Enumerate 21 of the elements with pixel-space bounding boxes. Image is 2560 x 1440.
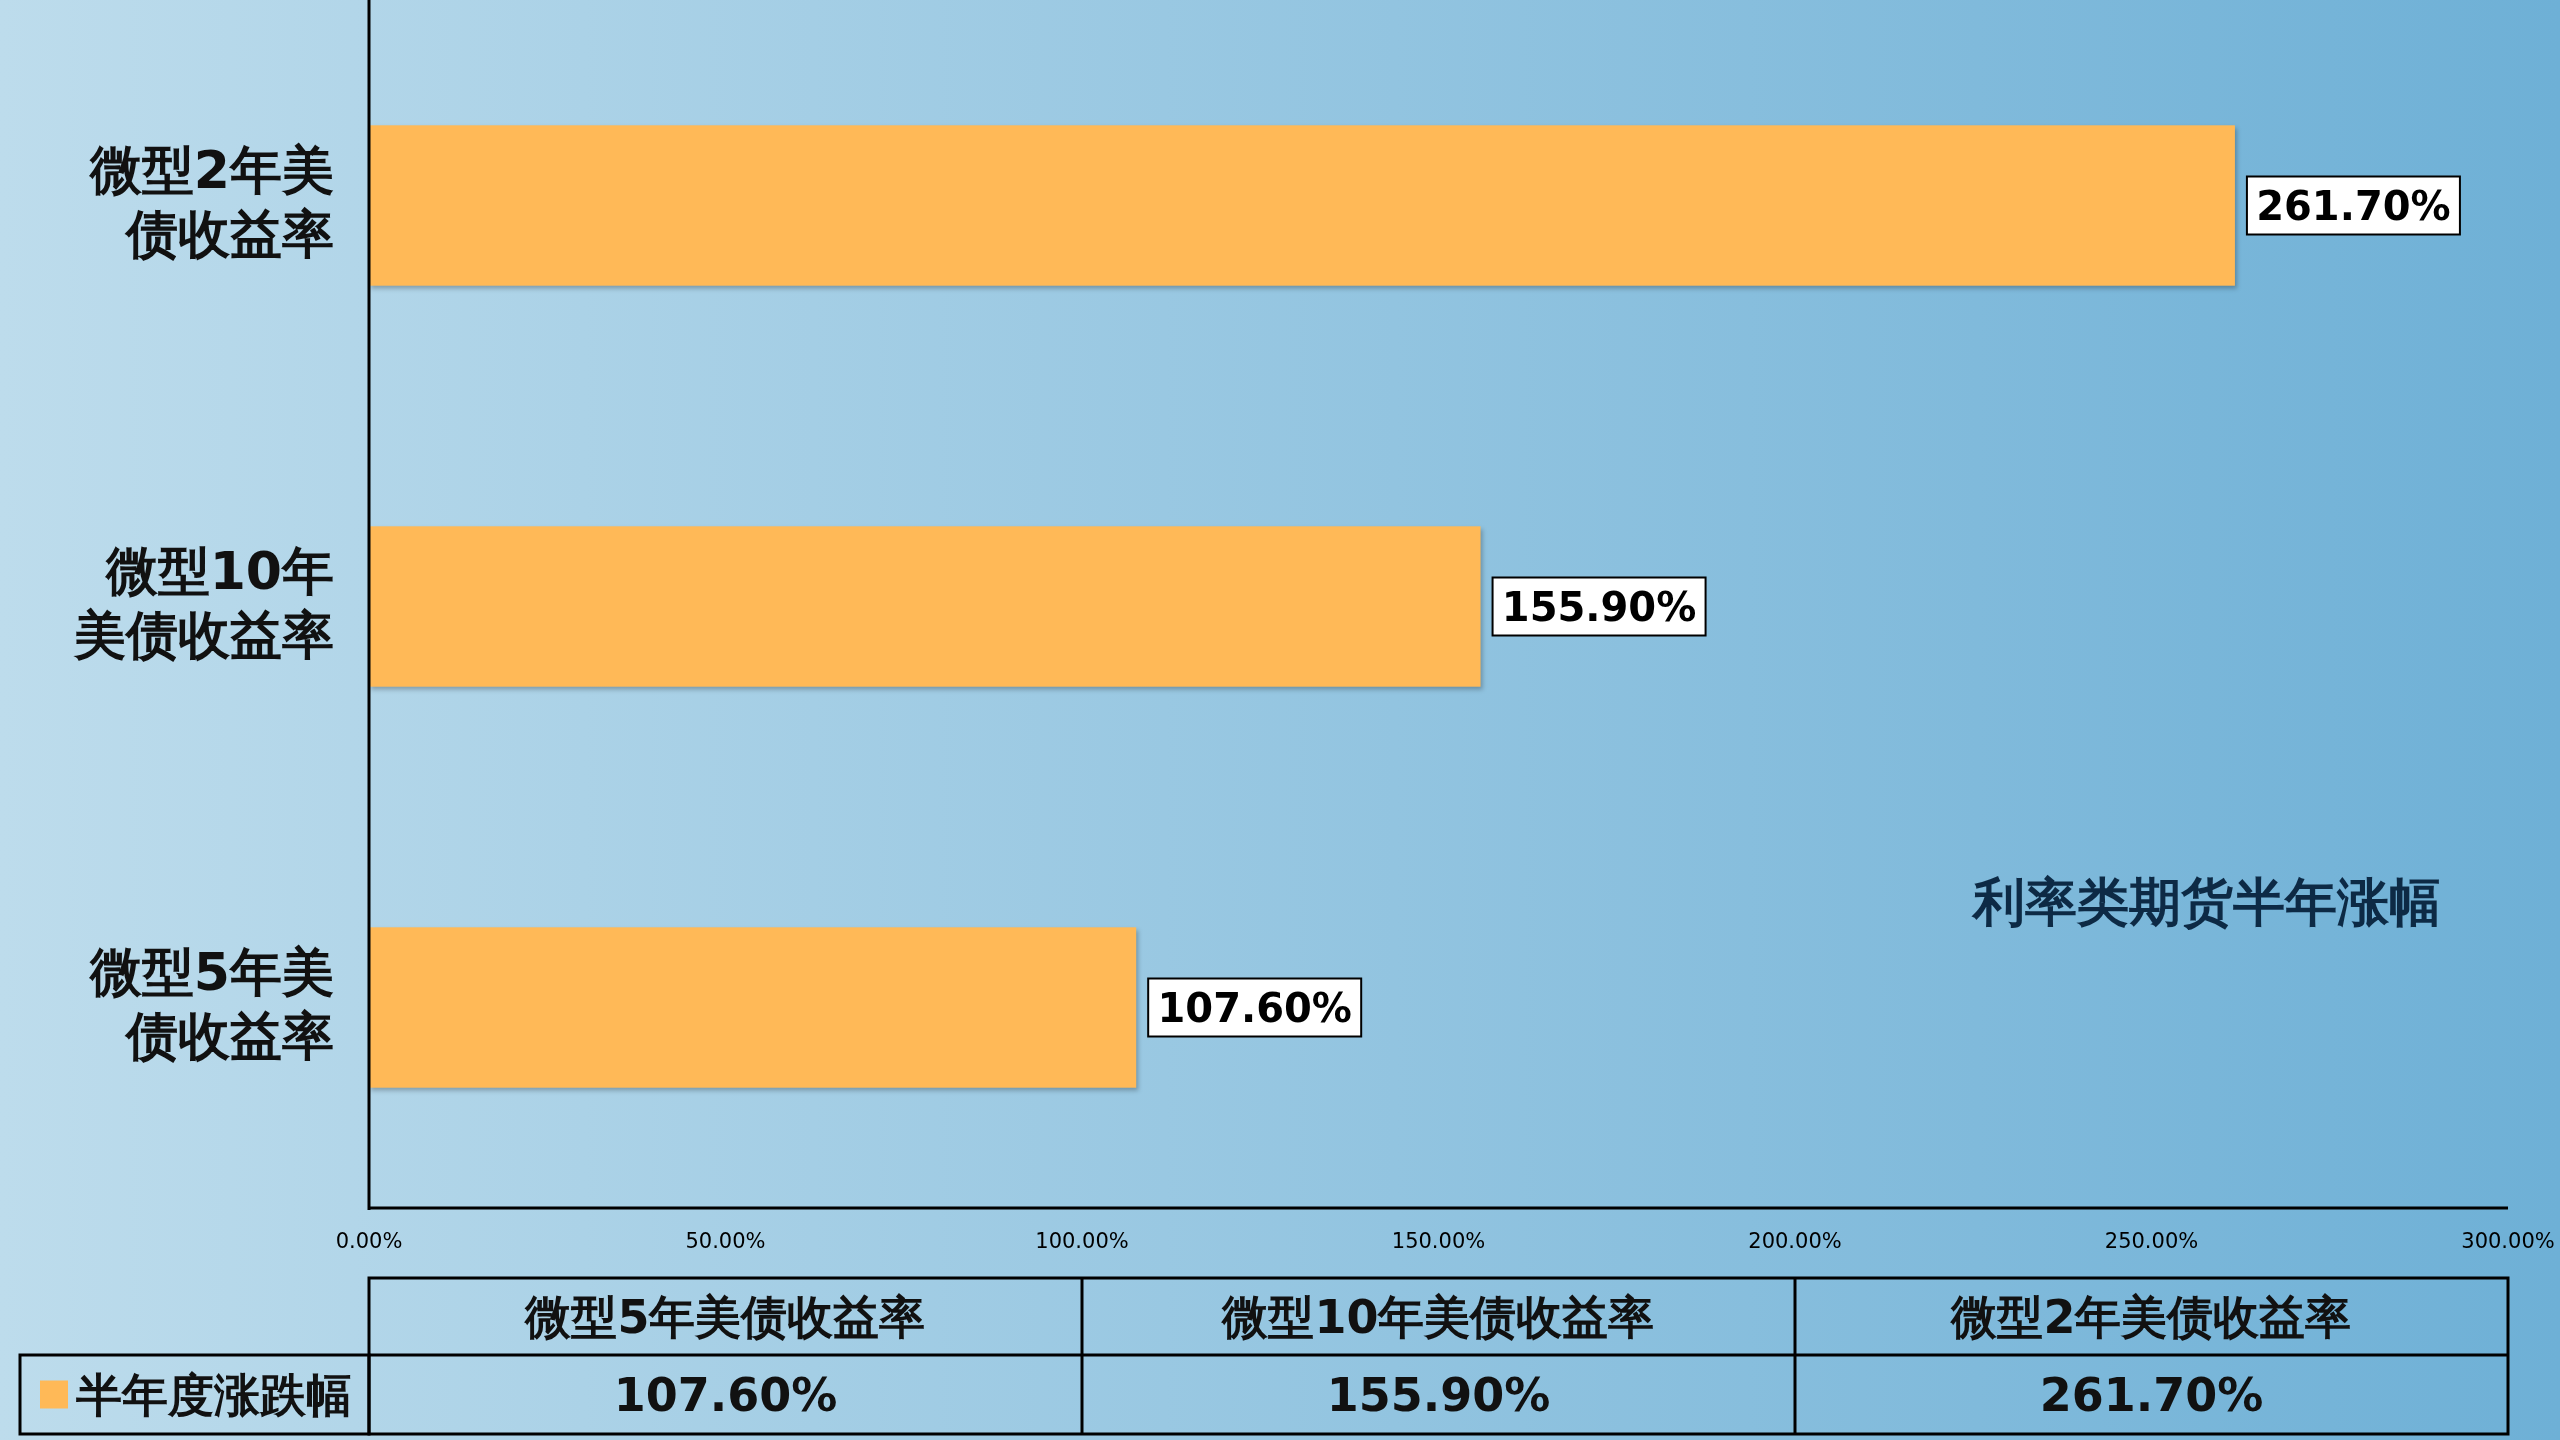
x-tick-label: 50.00% bbox=[685, 1229, 766, 1253]
category-label: 微型10年美债收益率 bbox=[1222, 1289, 1655, 1344]
legend-label: 半年度涨跌幅 bbox=[76, 1367, 352, 1422]
y-tick-label: 微型5年美 债收益率 bbox=[87, 941, 334, 1066]
category-label: 微型2年美债收益率 bbox=[1951, 1289, 2352, 1344]
text: 261.70% bbox=[2039, 1367, 2264, 1422]
data-label: 261.70% bbox=[2256, 182, 2451, 229]
y-tick-label: 微型10年 美债收益率 bbox=[73, 540, 334, 665]
x-tick-label: 150.00% bbox=[1391, 1229, 1486, 1253]
x-tick-label: 250.00% bbox=[2104, 1229, 2199, 1253]
text: 利率类期货半年涨幅 bbox=[1971, 872, 2441, 932]
data-label: 107.60% bbox=[1157, 984, 1352, 1031]
text: 155.90% bbox=[1326, 1367, 1551, 1422]
y-tick-label: 微型2年美 债收益率 bbox=[87, 139, 334, 264]
x-tick-label: 100.00% bbox=[1035, 1229, 1129, 1253]
x-tick-label: 200.00% bbox=[1748, 1229, 1842, 1253]
x-tick-label: 300.00% bbox=[2461, 1229, 2555, 1253]
x-tick-label: 0.00% bbox=[335, 1229, 403, 1253]
text: 107.60% bbox=[613, 1367, 838, 1422]
data-label: 155.90% bbox=[1501, 583, 1697, 630]
category-label: 微型5年美债收益率 bbox=[525, 1289, 926, 1344]
